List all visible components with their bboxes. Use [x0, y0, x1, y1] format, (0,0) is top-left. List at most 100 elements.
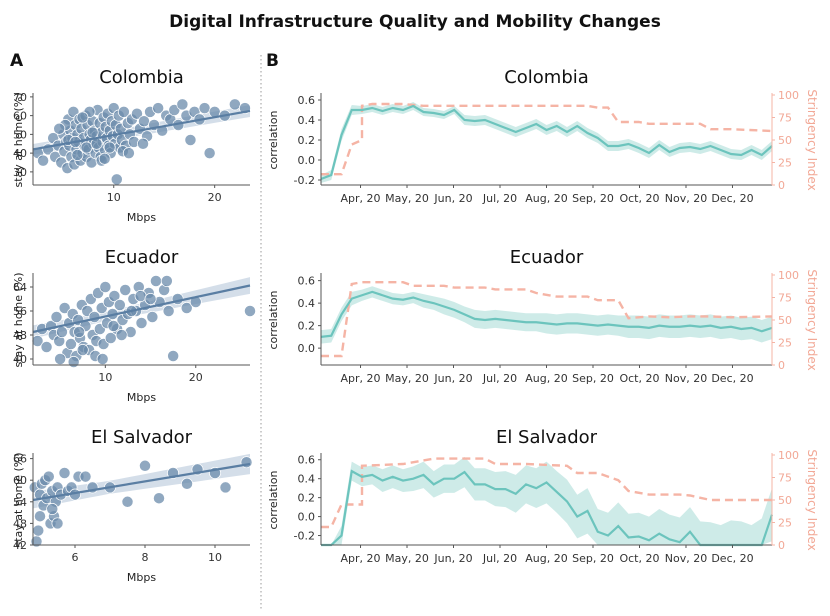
x-tick-label: Jul, 20 [482, 552, 517, 565]
x-tick-label: 6 [72, 551, 79, 564]
y-tick-label: 0.4 [298, 114, 316, 127]
x-tick-label: Nov, 20 [665, 192, 707, 205]
x-tick-label: Jun, 20 [433, 372, 472, 385]
correlation-band [321, 102, 772, 183]
y2-tick-label: 0 [778, 359, 785, 372]
data-point [115, 329, 128, 341]
x-tick-label: 10 [98, 371, 112, 384]
y2-axis-label: Stringency Index [805, 449, 819, 550]
y-tick-label: 40 [13, 147, 27, 160]
chart-title: El Salvador [91, 427, 193, 448]
y-axis-label: stay at home (%) [12, 272, 25, 367]
x-axis-label: Mbps [127, 391, 156, 404]
x-tick-label: Apr, 20 [341, 372, 381, 385]
data-point [144, 293, 157, 305]
data-point [168, 104, 181, 116]
data-point [139, 459, 151, 472]
y-tick-label: 50 [13, 128, 27, 141]
y-tick-label: 0.2 [298, 492, 316, 505]
data-point [34, 510, 46, 523]
y2-tick-label: 25 [778, 337, 792, 350]
x-tick-label: 10 [107, 191, 121, 204]
y2-tick-label: 100 [778, 269, 799, 282]
chart-title: Ecuador [510, 247, 584, 268]
data-point [32, 524, 45, 537]
regression-line [32, 284, 251, 334]
data-point [135, 317, 148, 329]
data-point [117, 105, 130, 118]
x-tick-label: Apr, 20 [341, 552, 381, 565]
data-point [99, 281, 112, 293]
data-point [244, 305, 256, 317]
x-tick-label: Jul, 20 [482, 372, 517, 385]
x-tick-label: Dec, 20 [711, 552, 753, 565]
x-tick-label: Sep, 20 [572, 192, 614, 205]
y-tick-label: 0.0 [298, 154, 316, 167]
chart-1: Ecuador 10 20 40 48 56 64 Mbps stay at home (%) [12, 247, 256, 404]
y-tick-label: 0.4 [298, 473, 316, 486]
data-point [122, 147, 135, 160]
data-point [228, 98, 241, 111]
data-point [98, 152, 111, 165]
y2-axis-label: Stringency Index [805, 89, 819, 190]
y-tick-label: 0.2 [298, 320, 316, 333]
y-tick-label: 54 [13, 496, 27, 509]
y2-tick-label: 0 [778, 179, 785, 192]
y-tick-label: 60 [13, 110, 27, 123]
y-tick-label: 0.6 [298, 275, 316, 288]
x-tick-label: Oct, 20 [619, 192, 659, 205]
correlation-band [321, 456, 772, 545]
y2-tick-label: 50 [778, 494, 792, 507]
x-tick-label: Aug, 20 [525, 552, 567, 565]
data-point [181, 477, 193, 490]
x-tick-label: May, 20 [385, 552, 429, 565]
data-point [121, 495, 134, 508]
y-tick-label: 0.0 [298, 342, 316, 355]
chart-0: Colombia 10 20 30 40 50 60 70 Mbps stay at home (… [12, 67, 251, 224]
x-tick-label: Jun, 20 [433, 552, 472, 565]
y2-tick-label: 0 [778, 539, 785, 552]
y-axis-label: stay at home (%) [12, 452, 25, 547]
data-point [86, 126, 99, 139]
data-point [80, 141, 93, 154]
y-axis-label: correlation [267, 470, 280, 529]
stringency-line [321, 281, 773, 358]
x-tick-label: Oct, 20 [619, 552, 659, 565]
data-point [131, 107, 143, 120]
y-tick-label: 0.6 [298, 454, 316, 467]
data-point [67, 356, 80, 368]
y2-tick-label: 100 [778, 89, 799, 102]
y-tick-label: 42 [13, 539, 27, 552]
panel-label-a: A [10, 51, 24, 71]
data-point [110, 173, 123, 186]
y-tick-label: 0.4 [298, 297, 316, 310]
data-point [54, 353, 67, 365]
x-tick-label: 20 [208, 191, 222, 204]
data-point [76, 344, 89, 356]
x-tick-label: Nov, 20 [665, 552, 707, 565]
x-axis-label: Mbps [127, 571, 156, 584]
data-point [58, 467, 71, 479]
data-point [73, 326, 86, 338]
y2-tick-label: 25 [778, 157, 792, 170]
correlation-line [320, 290, 773, 338]
x-tick-label: Sep, 20 [572, 552, 614, 565]
data-point [146, 311, 159, 323]
y-tick-label: 60 [13, 474, 27, 487]
x-tick-label: Apr, 20 [341, 192, 381, 205]
x-tick-label: Jul, 20 [482, 192, 517, 205]
y-tick-label: 0.6 [298, 94, 316, 107]
x-tick-label: Jun, 20 [433, 192, 472, 205]
y-tick-label: 0.2 [298, 134, 316, 147]
x-tick-label: Aug, 20 [525, 192, 567, 205]
x-tick-label: Oct, 20 [619, 372, 659, 385]
data-point [153, 492, 165, 505]
panel-label-b: B [266, 51, 279, 71]
data-point [108, 290, 121, 302]
y-tick-label: 48 [13, 517, 27, 530]
chart-2: El Salvador 6 8 10 42 48 54 60 66 Mbps stay at hom… [12, 427, 253, 584]
y-tick-label: 70 [13, 91, 27, 104]
chart-title: Ecuador [105, 247, 179, 268]
data-point [150, 275, 162, 287]
y-tick-label: 64 [13, 281, 27, 294]
